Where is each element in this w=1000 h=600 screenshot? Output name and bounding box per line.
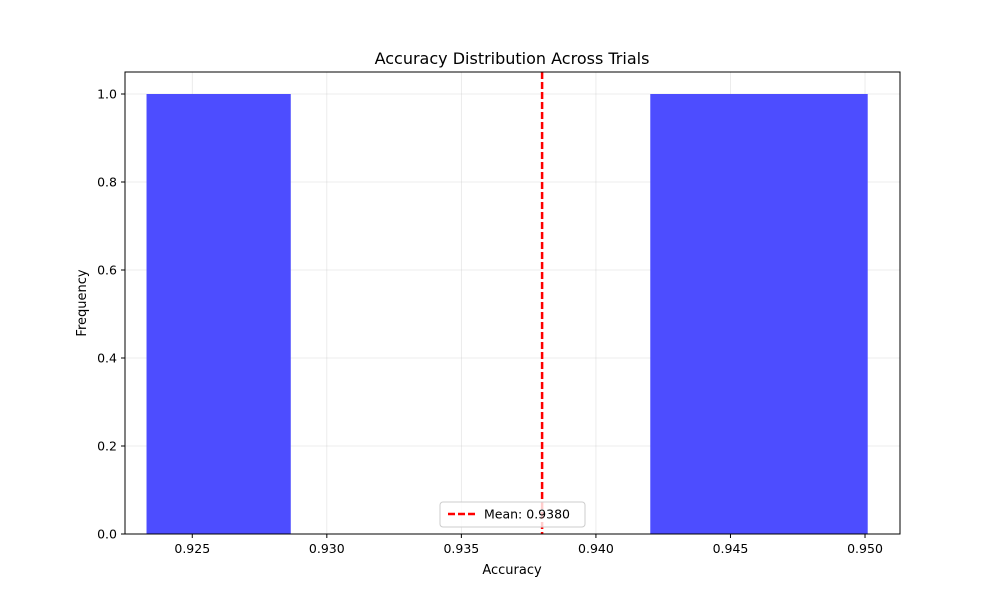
y-tick-label: 0.6 [97,263,117,278]
histogram-bar [146,94,291,534]
plot-frame [124,71,901,535]
y-tick-label: 0.8 [97,175,117,190]
x-tick-label: 0.950 [847,541,883,556]
histogram-bar [650,94,868,534]
x-axis-ticks: 0.925 0.930 0.935 0.940 0.945 0.950 [174,534,883,556]
legend-mean-label: Mean: 0.9380 [484,507,570,522]
histogram-bars [146,94,868,534]
y-tick-label: 0.4 [97,351,117,366]
y-axis-label: Frequency [75,269,90,336]
x-tick-label: 0.925 [174,541,210,556]
chart-title: Accuracy Distribution Across Trials [375,49,650,68]
x-tick-label: 0.945 [713,541,749,556]
y-axis-ticks: 0.0 0.2 0.4 0.6 0.8 1.0 [97,87,125,542]
y-tick-label: 0.2 [97,439,117,454]
x-tick-label: 0.940 [578,541,614,556]
legend-box [439,501,586,528]
y-tick-label: 0.0 [97,527,117,542]
legend: Mean: 0.9380 [439,501,586,528]
x-axis-label: Accuracy [482,563,542,578]
y-tick-label: 1.0 [97,87,117,102]
x-tick-label: 0.930 [309,541,345,556]
x-tick-label: 0.935 [443,541,479,556]
